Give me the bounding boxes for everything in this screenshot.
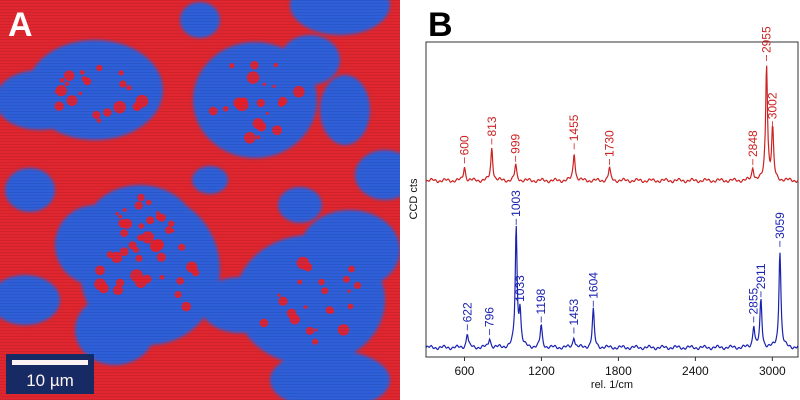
spectra-series <box>425 65 799 351</box>
peak-label: 3002 <box>766 92 780 119</box>
x-tick-label: 2400 <box>682 364 709 378</box>
peak-label: 622 <box>460 302 474 322</box>
x-axis-ticks: 600 1200 1800 2400 3000 <box>454 357 786 378</box>
x-tick-label: 1800 <box>605 364 632 378</box>
raman-image-panel: A 10 µm <box>0 0 400 400</box>
plot-frame <box>425 41 799 358</box>
peak-label: 999 <box>509 134 523 154</box>
spectrum-line-2 <box>425 225 799 351</box>
peak-label: 813 <box>485 116 499 136</box>
panel-a-letter: A <box>8 6 33 44</box>
x-tick-label: 1200 <box>528 364 555 378</box>
x-axis-label: rel. 1/cm <box>591 379 633 391</box>
panel-b-letter: B <box>428 6 453 44</box>
peak-label: 1730 <box>602 130 616 157</box>
x-tick-label: 600 <box>454 364 474 378</box>
x-tick-label: 3000 <box>759 364 786 378</box>
scale-bar-label: 10 µm <box>26 371 74 390</box>
spectrum-line-1 <box>425 65 799 184</box>
peak-label: 3059 <box>773 212 787 239</box>
spectra-panel: B CCD cts rel. 1/cm 600 1200 1800 2400 3000 … <box>400 0 800 400</box>
spectra-chart: CCD cts rel. 1/cm 600 1200 1800 2400 3000 60… <box>408 26 799 391</box>
peak-label: 2911 <box>754 263 768 289</box>
peak-label: 1003 <box>509 190 523 217</box>
peak-label: 2855 <box>747 287 761 314</box>
peak-label: 1455 <box>567 114 581 141</box>
peak-label: 1033 <box>513 275 527 302</box>
scale-bar-line <box>12 360 88 365</box>
peak-label: 1198 <box>534 288 548 314</box>
peak-label: 1453 <box>567 299 581 326</box>
peak-label: 2955 <box>760 26 774 53</box>
scale-bar: 10 µm <box>6 354 94 394</box>
chemical-map-image <box>0 0 400 400</box>
peak-label: 2848 <box>746 130 760 157</box>
peak-label: 600 <box>457 135 471 155</box>
peak-labels: 600 813 999 1455 1730 2848 2955 3002 622 796 1003 1… <box>457 26 787 336</box>
y-axis-label: CCD cts <box>408 178 420 219</box>
peak-label: 796 <box>483 307 497 327</box>
peak-label: 1604 <box>586 272 600 299</box>
